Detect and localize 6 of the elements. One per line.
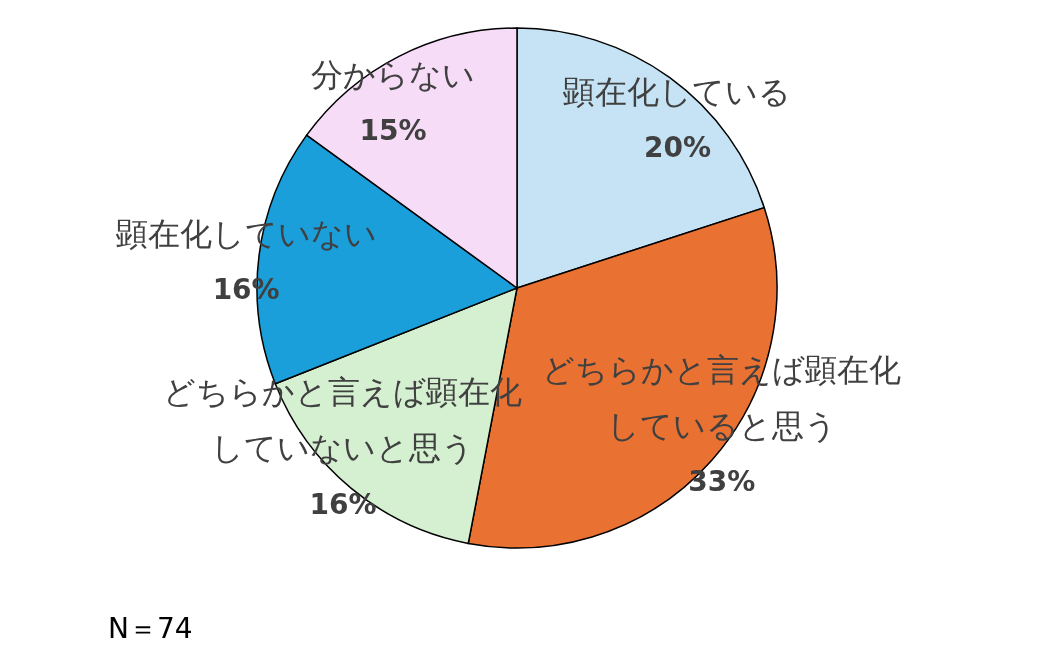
data-label: 16%	[309, 487, 377, 521]
data-label: 15%	[359, 114, 427, 148]
data-label: 33%	[688, 465, 756, 499]
text: N＝74	[108, 611, 193, 645]
data-label: 20%	[643, 131, 711, 165]
slice-label: 顕在化している	[562, 72, 792, 111]
